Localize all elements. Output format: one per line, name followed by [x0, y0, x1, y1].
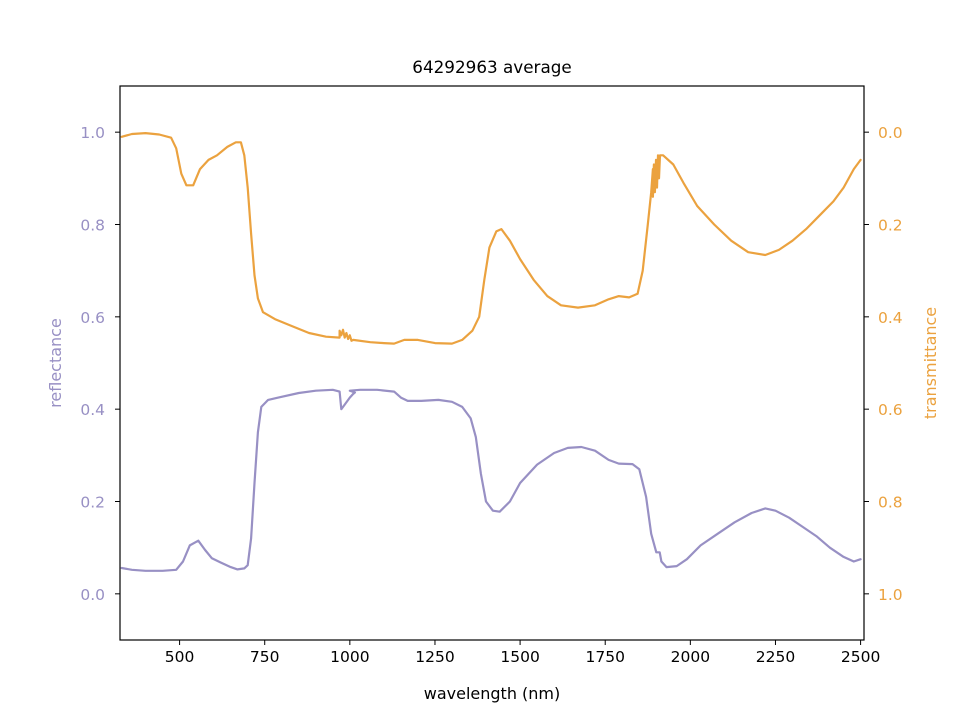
right-y-tick-label: 0.6 [878, 401, 903, 419]
left-y-tick-label: 0.6 [80, 309, 105, 327]
right-y-tick-label: 0.8 [878, 494, 903, 512]
left-y-axis-label: reflectance [46, 318, 65, 408]
x-tick-label: 2000 [671, 648, 710, 666]
x-tick-label: 1250 [415, 648, 454, 666]
x-axis-ticks: 500 750 1000 1250 1500 1750 2000 2250 2500 [165, 640, 880, 666]
left-y-tick-label: 0.2 [80, 494, 105, 512]
right-y-tick-label: 1.0 [878, 586, 903, 604]
left-y-tick-label: 1.0 [80, 124, 105, 142]
right-y-axis-ticks: 0.0 0.2 0.4 0.6 0.8 1.0 [864, 124, 903, 604]
right-y-tick-label: 0.4 [878, 309, 903, 327]
series-layer [120, 132, 862, 572]
reflectance-series-line [120, 388, 862, 572]
left-y-tick-label: 0.4 [80, 401, 105, 419]
x-tick-label: 2500 [841, 648, 880, 666]
x-axis-label: wavelength (nm) [424, 684, 561, 703]
right-y-tick-label: 0.2 [878, 217, 903, 235]
x-tick-label: 750 [250, 648, 280, 666]
x-tick-label: 1500 [500, 648, 539, 666]
transmittance-series-line [120, 132, 862, 345]
left-y-tick-label: 0.8 [80, 217, 105, 235]
x-tick-label: 1000 [330, 648, 369, 666]
plot-frame [119, 85, 865, 641]
chart-title: 64292963 average [412, 57, 571, 77]
x-tick-label: 2250 [756, 648, 795, 666]
right-y-tick-label: 0.0 [878, 124, 903, 142]
left-y-axis-ticks: 0.0 0.2 0.4 0.6 0.8 1.0 [80, 124, 120, 604]
x-tick-label: 1750 [585, 648, 624, 666]
x-tick-label: 500 [165, 648, 195, 666]
left-y-tick-label: 0.0 [80, 586, 105, 604]
right-y-axis-label: transmittance [921, 307, 940, 419]
